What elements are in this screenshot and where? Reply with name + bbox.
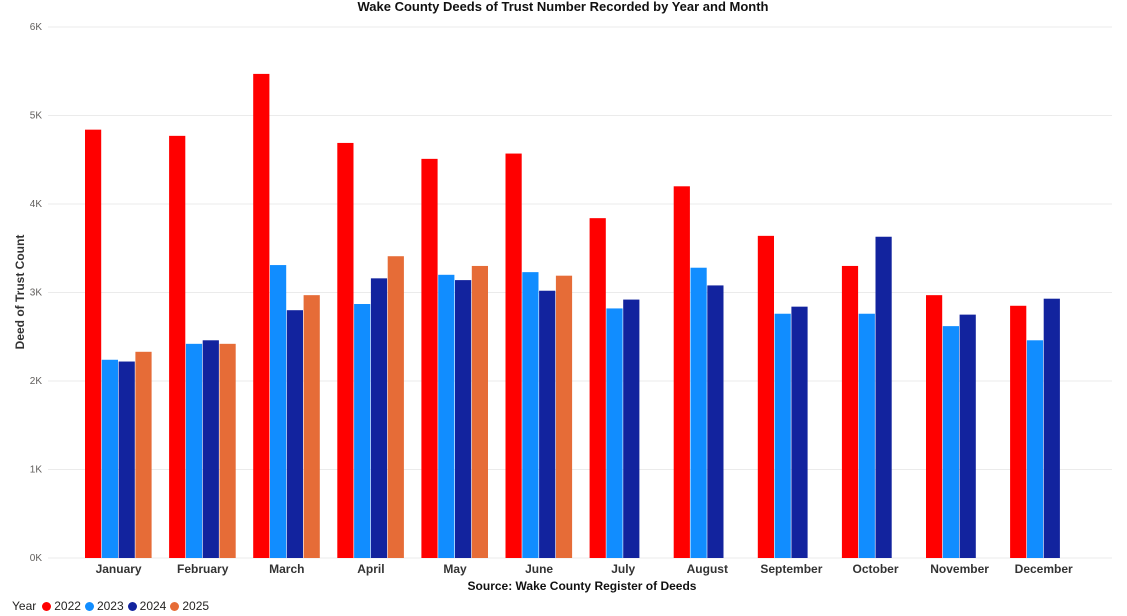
legend-item-2025[interactable]: 2025 xyxy=(170,599,209,613)
x-tick-label-august: August xyxy=(687,562,728,576)
x-axis-title: Source: Wake County Register of Deeds xyxy=(468,579,697,593)
bar-2025-june[interactable] xyxy=(555,275,573,558)
bar-2023-march[interactable] xyxy=(270,265,287,558)
bar-2023-december[interactable] xyxy=(1026,340,1044,558)
bar-2022-december[interactable] xyxy=(1010,305,1027,558)
legend-item-2024[interactable]: 2024 xyxy=(127,599,167,613)
x-tick-label-february: February xyxy=(177,562,229,576)
bar-2022-september[interactable] xyxy=(757,235,774,559)
bar-2022-april[interactable] xyxy=(337,142,354,558)
x-tick-label-march: March xyxy=(269,562,304,576)
bar-2022-july[interactable] xyxy=(589,218,606,558)
bar-2025-february[interactable] xyxy=(219,343,236,558)
x-tick-label-december: December xyxy=(1015,562,1073,576)
y-axis-title: Deed of Trust Count xyxy=(13,235,27,350)
bar-2022-november[interactable] xyxy=(926,295,943,558)
y-tick-label: 2K xyxy=(30,376,43,387)
bar-2024-may[interactable] xyxy=(455,280,472,558)
bar-2024-july[interactable] xyxy=(623,299,640,558)
bar-2023-november[interactable] xyxy=(942,326,959,558)
legend-item-2023[interactable]: 2023 xyxy=(84,599,124,613)
legend-marker-2025 xyxy=(170,601,180,611)
y-tick-label: 0K xyxy=(30,553,43,564)
x-axis-ticks: January February March April May June July Augu… xyxy=(96,562,1073,576)
y-tick-label: 1K xyxy=(30,465,43,476)
x-tick-label-november: November xyxy=(930,562,989,576)
y-tick-label: 6K xyxy=(30,22,43,33)
bar-2022-august[interactable] xyxy=(673,186,690,559)
legend-item-2022[interactable]: 2022 xyxy=(42,599,81,613)
bar-2024-march[interactable] xyxy=(286,310,303,558)
x-tick-label-september: September xyxy=(760,562,822,576)
bar-2022-january[interactable] xyxy=(85,129,102,558)
bar-2024-october[interactable] xyxy=(875,236,892,558)
legend-title: Year xyxy=(12,599,37,613)
legend: Year 2022 2023 2024 2025 xyxy=(12,597,213,615)
bar-2023-april[interactable] xyxy=(354,304,371,558)
bar-2025-may[interactable] xyxy=(471,265,488,558)
legend-marker-2024 xyxy=(127,601,137,611)
bar-2024-february[interactable] xyxy=(202,340,219,558)
x-tick-label-may: May xyxy=(443,562,467,576)
bar-2022-may[interactable] xyxy=(421,158,438,559)
bar-2023-june[interactable] xyxy=(522,272,539,558)
bar-2022-february[interactable] xyxy=(169,135,186,559)
bar-2022-june[interactable] xyxy=(505,153,522,558)
bar-2024-december[interactable] xyxy=(1043,298,1060,558)
y-tick-label: 4K xyxy=(30,199,43,210)
legend-label-2025: 2025 xyxy=(182,599,210,613)
x-tick-label-october: October xyxy=(852,562,898,576)
x-tick-label-january: January xyxy=(96,562,142,576)
bar-2023-august[interactable] xyxy=(690,267,707,558)
bar-2024-june[interactable] xyxy=(539,290,556,558)
bar-2024-april[interactable] xyxy=(370,278,388,558)
x-tick-label-july: July xyxy=(611,562,635,576)
bar-2024-august[interactable] xyxy=(707,285,724,558)
bar-2024-september[interactable] xyxy=(791,306,808,558)
bar-2023-february[interactable] xyxy=(185,343,203,558)
y-tick-label: 3K xyxy=(30,288,43,299)
y-axis-ticks: 0K 1K 2K 3K 4K 5K 6K xyxy=(30,22,43,564)
bar-2025-march[interactable] xyxy=(303,295,320,558)
bar-2023-september[interactable] xyxy=(774,313,791,558)
legend-label-2024: 2024 xyxy=(139,599,167,613)
bar-2023-july[interactable] xyxy=(606,308,623,558)
legend-marker-2022 xyxy=(42,601,52,611)
bar-2025-april[interactable] xyxy=(387,256,404,558)
bar-2022-october[interactable] xyxy=(841,265,859,558)
x-tick-label-june: June xyxy=(525,562,553,576)
y-tick-label: 5K xyxy=(30,111,43,122)
bar-2024-january[interactable] xyxy=(118,361,135,558)
legend-marker-2023 xyxy=(84,601,94,611)
chart-title: Wake County Deeds of Trust Number Record… xyxy=(357,0,768,14)
bar-2022-march[interactable] xyxy=(253,73,270,558)
legend-label-2022: 2022 xyxy=(54,599,81,613)
bar-2023-january[interactable] xyxy=(101,359,118,558)
bar-2023-october[interactable] xyxy=(858,313,875,558)
bars xyxy=(85,73,1060,559)
bar-2024-november[interactable] xyxy=(959,314,976,558)
legend-label-2023: 2023 xyxy=(96,599,124,613)
x-tick-label-april: April xyxy=(357,562,384,576)
bar-2025-january[interactable] xyxy=(135,351,152,558)
bar-2023-may[interactable] xyxy=(438,274,455,558)
bar-chart: Wake County Deeds of Trust Number Record… xyxy=(13,0,1112,593)
